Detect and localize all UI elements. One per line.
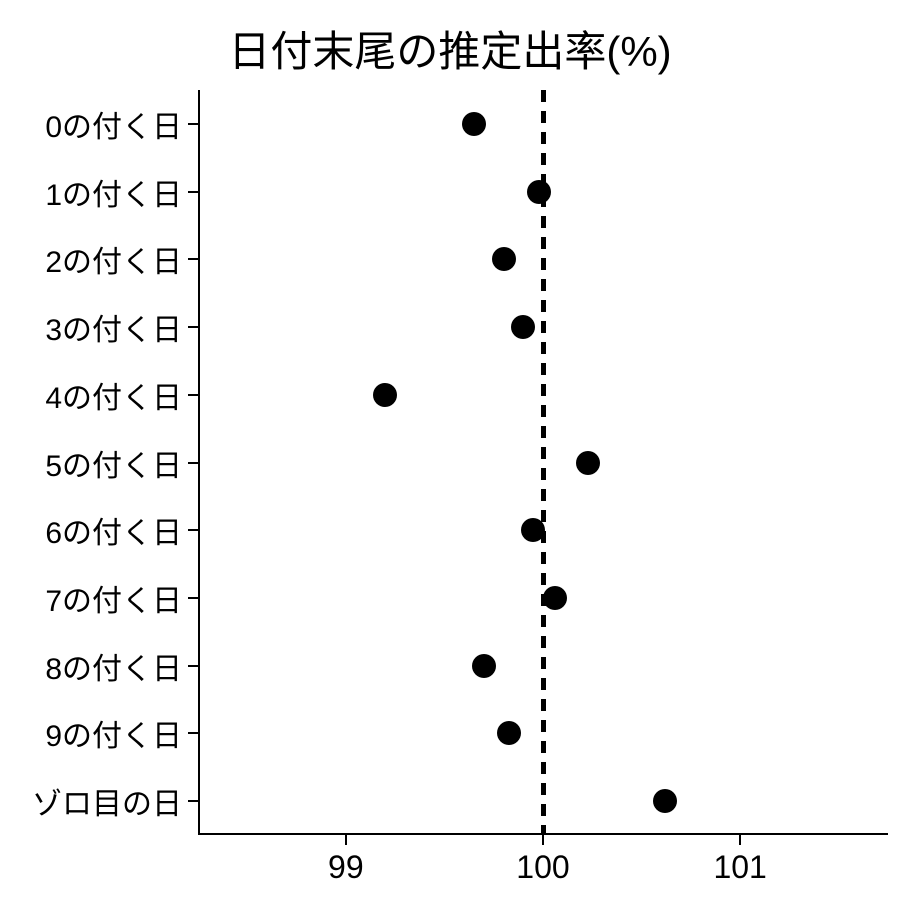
y-tick-label: ゾロ目の日 bbox=[32, 779, 182, 823]
data-point bbox=[543, 586, 567, 610]
data-point bbox=[497, 721, 521, 745]
data-point bbox=[527, 180, 551, 204]
data-point bbox=[492, 247, 516, 271]
y-tick-label: 0の付く日 bbox=[45, 102, 182, 146]
x-tick-mark bbox=[739, 835, 741, 845]
y-tick-label: 8の付く日 bbox=[45, 644, 182, 688]
y-tick-label: 1の付く日 bbox=[45, 170, 182, 214]
y-tick-mark bbox=[188, 597, 198, 599]
data-point bbox=[511, 315, 535, 339]
chart-container: 日付末尾の推定出率(%) 0の付く日1の付く日2の付く日3の付く日4の付く日5の… bbox=[0, 0, 900, 900]
data-point bbox=[653, 789, 677, 813]
data-point bbox=[472, 654, 496, 678]
y-tick-label: 2の付く日 bbox=[45, 237, 182, 281]
y-tick-mark bbox=[188, 462, 198, 464]
data-point bbox=[462, 112, 486, 136]
plot-area: 0の付く日1の付く日2の付く日3の付く日4の付く日5の付く日6の付く日7の付く日… bbox=[198, 90, 888, 835]
y-tick-mark bbox=[188, 258, 198, 260]
y-axis-line bbox=[198, 90, 200, 835]
y-tick-mark bbox=[188, 732, 198, 734]
x-tick-mark bbox=[542, 835, 544, 845]
y-tick-mark bbox=[188, 326, 198, 328]
chart-title: 日付末尾の推定出率(%) bbox=[0, 18, 900, 79]
x-tick-label: 100 bbox=[516, 849, 569, 886]
y-tick-label: 3の付く日 bbox=[45, 305, 182, 349]
y-tick-label: 9の付く日 bbox=[45, 711, 182, 755]
y-tick-mark bbox=[188, 529, 198, 531]
x-tick-label: 101 bbox=[713, 849, 766, 886]
y-tick-label: 6の付く日 bbox=[45, 508, 182, 552]
y-tick-mark bbox=[188, 800, 198, 802]
data-point bbox=[373, 383, 397, 407]
data-point bbox=[521, 518, 545, 542]
x-tick-label: 99 bbox=[328, 849, 364, 886]
y-tick-label: 7の付く日 bbox=[45, 576, 182, 620]
y-tick-mark bbox=[188, 123, 198, 125]
y-tick-mark bbox=[188, 191, 198, 193]
y-tick-label: 5の付く日 bbox=[45, 441, 182, 485]
y-tick-mark bbox=[188, 394, 198, 396]
data-point bbox=[576, 451, 600, 475]
y-tick-mark bbox=[188, 665, 198, 667]
y-tick-label: 4の付く日 bbox=[45, 373, 182, 417]
x-tick-mark bbox=[345, 835, 347, 845]
